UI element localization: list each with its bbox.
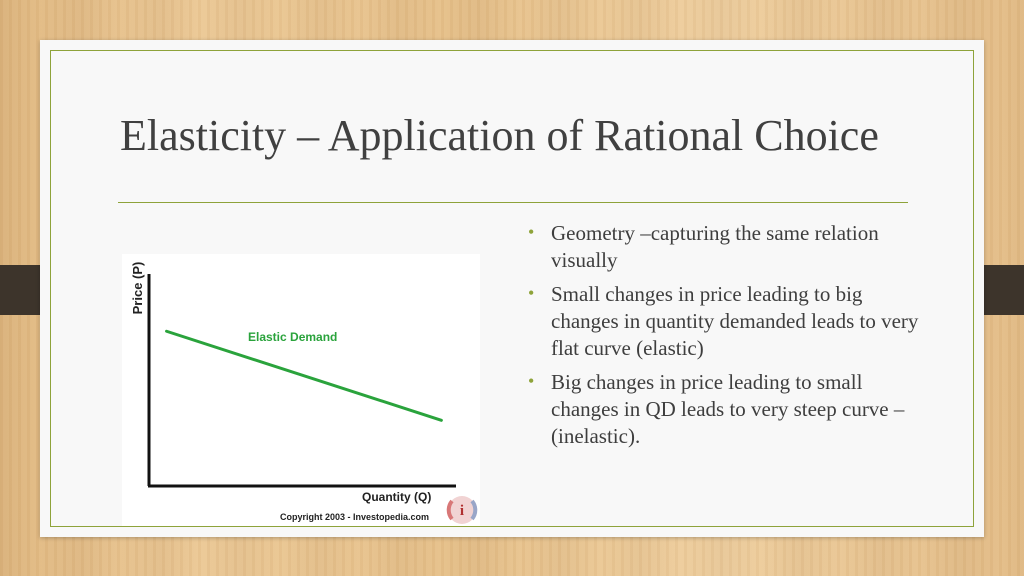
bullet-icon: • — [528, 222, 535, 242]
bullet-list: • Geometry –capturing the same relation … — [528, 220, 928, 457]
investopedia-logo-icon: i — [446, 496, 478, 524]
bullet-icon: • — [528, 283, 535, 303]
x-axis-label: Quantity (Q) — [362, 490, 431, 504]
graph-svg: Price (P) Elastic Demand Quantity (Q) Co… — [130, 262, 478, 524]
bullet-text: Geometry –capturing the same relation vi… — [551, 221, 879, 272]
y-axis-label: Price (P) — [130, 262, 145, 315]
logo-letter: i — [460, 503, 464, 519]
curve-label: Elastic Demand — [248, 330, 337, 344]
bullet-item: • Big changes in price leading to small … — [528, 369, 928, 450]
slide: Elasticity – Application of Rational Cho… — [40, 40, 984, 537]
demand-curve — [165, 329, 443, 422]
elastic-demand-graph: Price (P) Elastic Demand Quantity (Q) Co… — [122, 254, 480, 526]
slide-title: Elasticity – Application of Rational Cho… — [120, 111, 879, 160]
bullet-icon: • — [528, 371, 535, 391]
bullet-item: • Small changes in price leading to big … — [528, 281, 928, 362]
bullet-text: Small changes in price leading to big ch… — [551, 282, 919, 360]
bullet-item: • Geometry –capturing the same relation … — [528, 220, 928, 274]
bullet-text: Big changes in price leading to small ch… — [551, 370, 905, 448]
copyright-text: Copyright 2003 - Investopedia.com — [280, 512, 429, 522]
slide-border — [50, 50, 974, 527]
title-divider — [118, 202, 908, 203]
